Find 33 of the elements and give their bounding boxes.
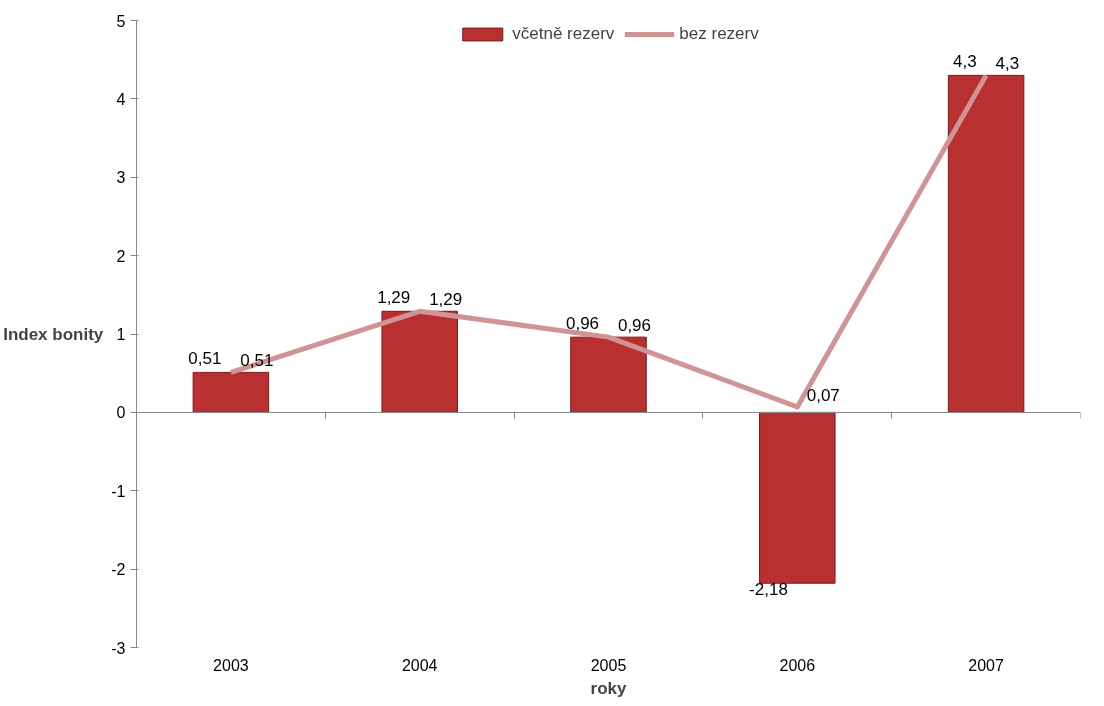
data-label: 0,96 (565, 314, 600, 334)
bar (570, 336, 647, 413)
y-tick-label: 4 (116, 90, 126, 108)
x-axis-title: roky (590, 678, 627, 698)
bar (192, 371, 270, 413)
y-tick-label: 2 (116, 247, 126, 265)
x-tick-label: 2003 (213, 656, 249, 674)
data-label: 0,07 (806, 385, 840, 405)
bar (381, 310, 458, 413)
data-label: -2,18 (749, 580, 788, 600)
x-tick-label: 2004 (401, 656, 438, 674)
x-tick-label: 2006 (779, 656, 816, 674)
y-tick-label: 5 (116, 12, 126, 30)
x-tick-label: 2005 (590, 656, 627, 674)
y-tick-label: 1 (116, 326, 126, 343)
data-label: 1,29 (429, 290, 463, 310)
y-tick-label: -3 (111, 639, 126, 657)
y-axis-title: Index bonity (3, 324, 104, 344)
data-label: 0,96 (617, 316, 652, 336)
data-label: 4,3 (953, 52, 977, 72)
legend-label: včetně rezerv (512, 24, 615, 44)
data-label: 0,51 (240, 351, 274, 371)
data-label: 4,3 (995, 54, 1020, 74)
x-tick-label: 2007 (968, 656, 1004, 674)
data-label: 1,29 (377, 288, 411, 308)
bar (947, 74, 1025, 413)
y-tick-label: -2 (111, 561, 126, 579)
data-label: 0,51 (188, 349, 222, 369)
bar (759, 411, 836, 584)
legend-label: bez rezerv (679, 24, 759, 44)
y-tick-label: 0 (116, 404, 126, 422)
y-tick-label: -1 (111, 482, 126, 500)
y-tick-label: 3 (116, 169, 126, 187)
